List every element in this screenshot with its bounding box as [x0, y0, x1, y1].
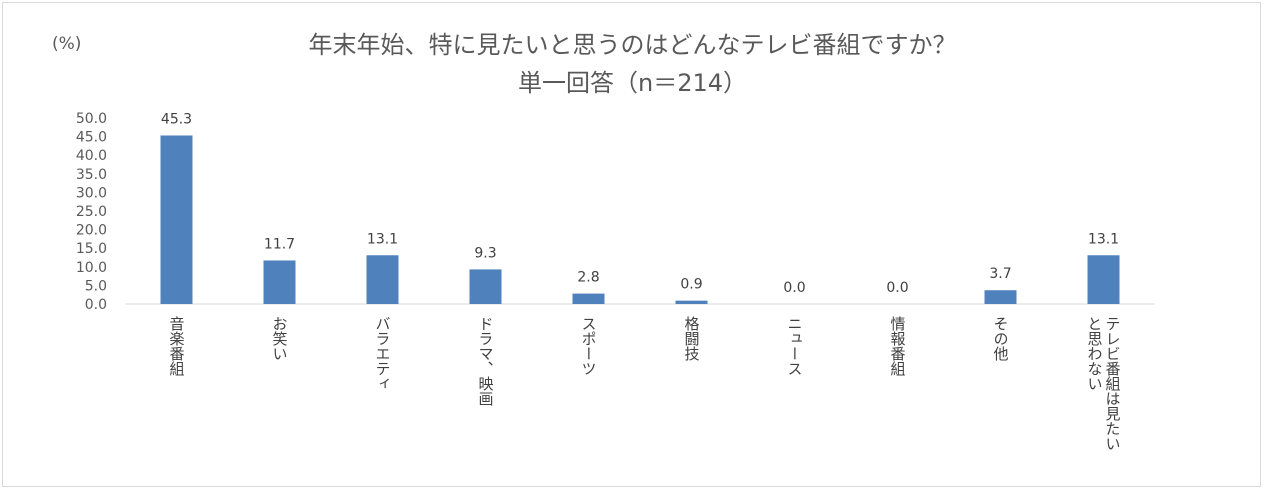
category-label-line: その他 — [991, 316, 1010, 361]
bar — [263, 260, 296, 304]
y-tick-label: 50.0 — [76, 111, 107, 127]
bar — [572, 293, 605, 304]
y-tick-label: 25.0 — [76, 204, 107, 220]
data-label: 0.0 — [886, 280, 908, 296]
y-tick-label: 35.0 — [76, 167, 107, 183]
data-label: 0.0 — [783, 280, 805, 296]
bar — [160, 135, 193, 304]
data-label: 3.7 — [989, 266, 1011, 282]
category-label-line: と思わない — [1085, 316, 1104, 391]
data-label: 45.3 — [161, 111, 192, 127]
category-label-line: お笑い — [270, 316, 289, 361]
chart-title-line2: 単一回答（n＝214） — [517, 69, 748, 97]
category-label: バラエティ — [374, 316, 392, 391]
data-label: 2.8 — [577, 270, 599, 286]
data-label: 0.9 — [680, 277, 702, 293]
category-label-line: バラエティ — [373, 316, 392, 391]
bar — [1087, 255, 1120, 304]
category-label: ニュース — [786, 316, 804, 376]
y-tick-label: 20.0 — [76, 223, 107, 239]
category-label: 格闘技 — [683, 316, 701, 361]
category-label-line: スポーツ — [579, 316, 598, 376]
category-label-line: ニュース — [785, 316, 804, 376]
bar — [984, 290, 1017, 304]
category-label: その他 — [992, 316, 1010, 361]
chart-title: 年末年始、特に見たいと思うのはどんなテレビ番組ですか？ 単一回答（n＝214） — [0, 26, 1265, 102]
category-label: 情報番組 — [889, 316, 907, 376]
chart-title-line1: 年末年始、特に見たいと思うのはどんなテレビ番組ですか？ — [308, 31, 957, 59]
category-label-line: 格闘技 — [682, 316, 701, 361]
category-label: テレビ番組は見たい と思わない — [1086, 316, 1122, 451]
category-label-line: 情報番組 — [888, 316, 907, 376]
bar — [366, 255, 399, 304]
y-tick-label: 15.0 — [76, 241, 107, 257]
y-tick-label: 0.0 — [85, 297, 107, 313]
category-label-line: ドラマ、映画 — [476, 316, 495, 406]
data-label: 9.3 — [474, 245, 496, 261]
y-tick-label: 30.0 — [76, 185, 107, 201]
category-label-line: テレビ番組は見たい — [1103, 316, 1122, 451]
category-label: スポーツ — [580, 316, 598, 376]
category-label-line: 音楽番組 — [167, 316, 186, 376]
y-tick-label: 5.0 — [85, 278, 107, 294]
bar — [675, 300, 708, 304]
category-label: 音楽番組 — [168, 316, 186, 376]
y-tick-label: 45.0 — [76, 130, 107, 146]
category-label: お笑い — [271, 316, 289, 361]
unit-label: (%) — [52, 34, 82, 54]
data-label: 11.7 — [264, 236, 295, 252]
y-tick-label: 40.0 — [76, 148, 107, 164]
category-label: ドラマ、映画 — [477, 316, 495, 406]
data-label: 13.1 — [1088, 231, 1119, 247]
data-label: 13.1 — [367, 231, 398, 247]
y-tick-label: 10.0 — [76, 260, 107, 276]
bar — [469, 269, 502, 304]
